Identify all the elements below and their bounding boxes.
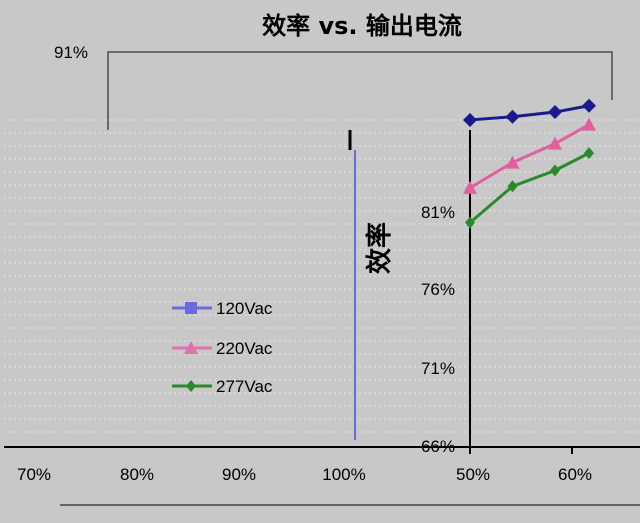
data-point-120vac: [463, 112, 477, 127]
data-point-120vac: [582, 98, 596, 113]
data-point-277vac: [507, 180, 518, 193]
x-tick-label: 50%: [456, 465, 490, 484]
data-point-277vac: [465, 216, 475, 229]
x-tick-label: 100%: [322, 465, 365, 484]
data-point-120vac: [505, 109, 520, 124]
legend-label-277vac: 277Vac: [216, 377, 273, 396]
data-point-277vac: [550, 164, 560, 177]
x-tick-label: 80%: [120, 465, 154, 484]
legend-marker-120vac: [185, 302, 197, 314]
data-point-277vac: [584, 147, 594, 160]
legend: 120Vac 220Vac 277Vac: [172, 299, 273, 396]
series-line-120vac: [469, 104, 590, 122]
legend-label-120vac: 120Vac: [216, 299, 273, 318]
data-point-220vac: [463, 180, 477, 194]
data-point-220vac: [548, 136, 562, 150]
y-tick-label: 81%: [421, 203, 455, 222]
y-tick-label: 66%: [421, 437, 455, 456]
y-tick-label: 71%: [421, 359, 455, 378]
ghost-frame: [107, 51, 613, 130]
y-tick-label: 76%: [421, 280, 455, 299]
x-tick-label: 60%: [558, 465, 592, 484]
legend-marker-277vac: [186, 380, 196, 392]
legend-item-120vac: 120Vac: [172, 299, 273, 318]
legend-marker-220vac: [184, 341, 198, 354]
gridlines: [4, 119, 640, 433]
data-point-220vac: [582, 117, 596, 131]
x-tick-label: 90%: [222, 465, 256, 484]
data-point-120vac: [548, 105, 562, 120]
data-point-220vac: [505, 155, 520, 169]
legend-item-277vac: 277Vac: [172, 377, 273, 396]
y-tick-label: 91%: [54, 43, 88, 62]
series-line-220vac: [469, 123, 590, 190]
series-line-277vac: [469, 151, 590, 224]
chart-title: 效率 vs. 输出电流: [262, 12, 462, 40]
x-tick-label: 70%: [17, 465, 51, 484]
legend-label-220vac: 220Vac: [216, 339, 273, 358]
series-layer: [463, 98, 596, 229]
legend-item-220vac: 220Vac: [172, 339, 273, 358]
y-axis-label: 效率: [364, 222, 395, 274]
